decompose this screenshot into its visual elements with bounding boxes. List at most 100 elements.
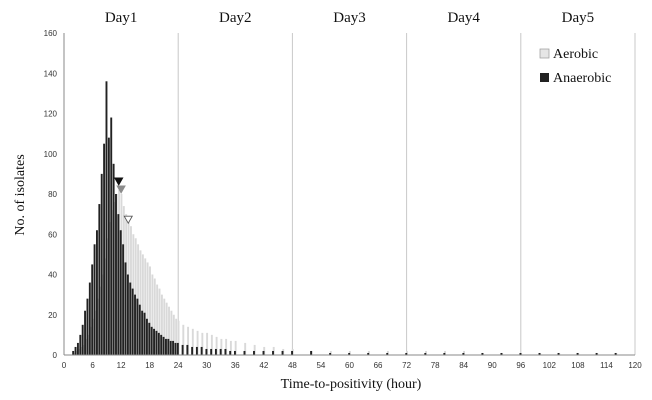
bar-anaerobic (386, 352, 389, 355)
bar-aerobic (165, 302, 168, 355)
bar-anaerobic (205, 348, 208, 355)
bar-aerobic (191, 328, 194, 355)
day-label-5: Day5 (562, 10, 595, 26)
bar-anaerobic (157, 332, 160, 355)
bar-anaerobic (519, 352, 522, 355)
bar-anaerobic (191, 346, 194, 355)
bar-anaerobic (86, 298, 89, 355)
bar-aerobic (234, 340, 237, 355)
bar-aerobic (158, 288, 161, 355)
bar-anaerobic (424, 352, 427, 355)
legend-swatch-aerobic (539, 48, 550, 59)
bar-aerobic (253, 344, 256, 355)
bar-anaerobic (72, 350, 75, 355)
x-tick-label: 30 (202, 361, 211, 370)
bar-anaerobic (291, 350, 294, 355)
x-tick-label: 54 (316, 361, 325, 370)
bar-aerobic (182, 324, 185, 355)
bar-anaerobic (129, 282, 132, 355)
bar-anaerobic (405, 352, 408, 355)
x-tick-label: 84 (459, 361, 468, 370)
bar-anaerobic (310, 350, 313, 355)
bar-anaerobic (136, 298, 139, 355)
bar-anaerobic (281, 350, 284, 355)
bar-anaerobic (107, 137, 110, 355)
bar-anaerobic (141, 310, 144, 355)
x-tick-label: 114 (600, 361, 613, 370)
bar-anaerobic (93, 244, 96, 355)
bar-anaerobic (143, 312, 146, 355)
bar-anaerobic (557, 352, 560, 355)
bar-aerobic (168, 306, 170, 355)
bar-anaerobic (224, 348, 227, 355)
bar-anaerobic (165, 338, 167, 355)
median-marker-aerobic-2 (116, 185, 126, 194)
bar-series-group (72, 81, 618, 356)
bar-aerobic (201, 332, 204, 355)
bar-anaerobic (595, 352, 598, 355)
day-label-3: Day3 (333, 10, 366, 26)
median-marker-anaerobic-1 (113, 177, 124, 186)
x-axis-label: Time-to-positivity (hour) (281, 377, 422, 392)
bar-anaerobic (219, 348, 222, 355)
bar-anaerobic (134, 294, 136, 355)
bar-anaerobic (538, 352, 541, 355)
bar-anaerobic (367, 352, 370, 355)
y-tick-label: 80 (48, 190, 57, 199)
bar-anaerobic (500, 352, 503, 355)
x-tick-label: 102 (543, 361, 557, 370)
y-tick-label: 0 (53, 351, 58, 360)
bar-anaerobic (176, 342, 179, 355)
legend-label-aerobic: Aerobic (553, 47, 598, 62)
bar-anaerobic (84, 310, 87, 355)
bar-aerobic (144, 258, 147, 355)
bar-anaerobic (103, 143, 106, 355)
bar-aerobic (229, 340, 232, 355)
bar-anaerobic (200, 346, 203, 355)
x-tick-label: 24 (174, 361, 183, 370)
x-tick-label: 0 (62, 361, 67, 370)
x-tick-label: 42 (259, 361, 268, 370)
bar-aerobic (196, 330, 199, 355)
series-anaerobic (72, 81, 617, 356)
bar-anaerobic (462, 352, 465, 355)
bar-anaerobic (181, 344, 184, 355)
x-tick-label: 18 (145, 361, 154, 370)
x-tick-label: 78 (431, 361, 440, 370)
bar-aerobic (141, 254, 144, 355)
bar-anaerobic (148, 322, 151, 355)
y-tick-label: 120 (44, 110, 58, 119)
bar-aerobic (156, 284, 159, 355)
y-axis-label: No. of isolates (13, 154, 28, 235)
bar-anaerobic (233, 350, 236, 355)
bar-aerobic (187, 326, 190, 355)
bar-anaerobic (96, 230, 98, 355)
bar-anaerobic (91, 264, 94, 355)
bar-anaerobic (105, 81, 108, 356)
bar-anaerobic (126, 274, 129, 355)
bar-anaerobic (88, 282, 91, 355)
y-tick-label: 20 (48, 311, 57, 320)
bar-anaerobic (124, 262, 127, 355)
x-tick-label: 6 (90, 361, 95, 370)
bar-aerobic (139, 250, 142, 355)
x-tick-label: 72 (402, 361, 411, 370)
bar-anaerobic (76, 342, 79, 355)
bar-anaerobic (110, 117, 113, 356)
bar-aerobic (170, 310, 173, 355)
bar-anaerobic (443, 352, 446, 355)
day-label-4: Day4 (447, 10, 480, 26)
bar-aerobic (160, 294, 163, 355)
bar-anaerobic (138, 304, 141, 355)
x-tick-labels: 0 6 12 18 24 30 36 42 48 54 60 66 72 78 84 90 96 102 108 11… (62, 361, 642, 370)
bar-aerobic (210, 334, 213, 355)
bar-aerobic (172, 314, 175, 355)
legend-label-anaerobic: Anaerobic (553, 71, 611, 86)
bar-aerobic (220, 338, 223, 355)
x-tick-label: 12 (117, 361, 126, 370)
gridlines (177, 33, 636, 355)
bar-anaerobic (348, 352, 351, 355)
bar-anaerobic (79, 334, 82, 355)
bar-aerobic (244, 342, 247, 355)
